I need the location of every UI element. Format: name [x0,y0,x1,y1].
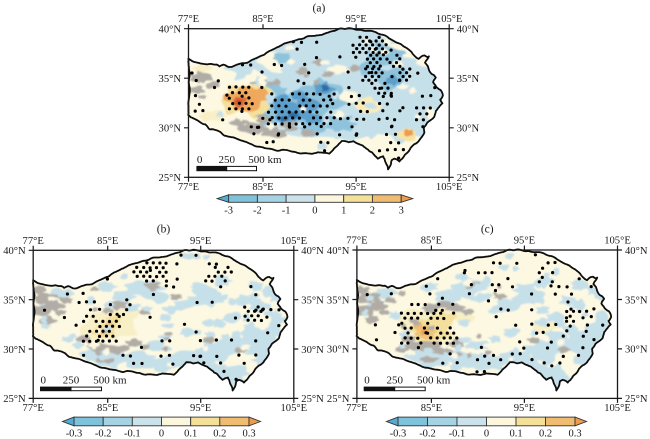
svg-text:77°E: 77°E [178,182,199,193]
svg-text:30°N: 30°N [327,345,350,356]
svg-text:0: 0 [312,206,317,217]
svg-text:30°N: 30°N [457,124,480,135]
svg-text:40°N: 40°N [301,246,324,257]
svg-text:85°E: 85°E [97,403,118,414]
svg-text:85°E: 85°E [97,236,118,247]
svg-text:85°E: 85°E [421,236,442,247]
svg-text:-0.1: -0.1 [124,429,141,439]
svg-text:(c): (c) [481,224,494,236]
svg-text:95°E: 95°E [345,14,366,25]
svg-text:2: 2 [370,206,375,217]
svg-text:105°E: 105°E [436,182,463,193]
svg-text:95°E: 95°E [190,236,211,247]
svg-text:105°E: 105°E [280,403,307,414]
svg-text:25°N: 25°N [625,394,648,405]
svg-text:0.1: 0.1 [509,429,522,439]
svg-text:40°N: 40°N [625,246,648,257]
svg-text:25°N: 25°N [159,173,182,184]
svg-text:35°N: 35°N [625,295,648,306]
svg-text:km: km [268,154,283,166]
svg-text:0: 0 [41,375,47,387]
svg-text:-0.3: -0.3 [390,429,407,439]
svg-text:0.2: 0.2 [539,429,552,439]
svg-text:0: 0 [197,154,203,166]
svg-text:0.3: 0.3 [568,429,581,439]
svg-text:105°E: 105°E [604,236,631,247]
svg-text:30°N: 30°N [3,345,26,356]
svg-text:95°E: 95°E [514,236,535,247]
svg-text:30°N: 30°N [159,124,182,135]
svg-text:-0.3: -0.3 [66,429,83,439]
svg-text:85°E: 85°E [252,14,273,25]
svg-text:500: 500 [417,375,434,387]
svg-text:(a): (a) [313,3,326,15]
svg-text:(b): (b) [157,224,171,236]
svg-text:25°N: 25°N [301,394,324,405]
svg-text:95°E: 95°E [345,182,366,193]
svg-text:35°N: 35°N [327,295,350,306]
svg-text:35°N: 35°N [3,296,26,307]
svg-text:85°E: 85°E [421,403,442,414]
svg-text:-0.1: -0.1 [449,429,466,439]
svg-text:77°E: 77°E [346,236,367,247]
svg-text:105°E: 105°E [436,14,463,25]
svg-text:40°N: 40°N [327,246,350,257]
svg-text:30°N: 30°N [625,345,648,356]
svg-text:40°N: 40°N [3,246,26,257]
svg-text:-3: -3 [224,206,233,217]
svg-text:25°N: 25°N [327,394,350,405]
svg-text:25°N: 25°N [3,394,26,405]
svg-text:40°N: 40°N [457,25,480,36]
svg-text:500: 500 [248,154,265,166]
svg-text:250: 250 [63,375,80,387]
svg-text:km: km [436,375,451,387]
svg-text:500: 500 [93,375,110,387]
svg-text:25°N: 25°N [457,173,480,184]
svg-text:km: km [113,375,128,387]
svg-text:30°N: 30°N [301,345,324,356]
svg-text:77°E: 77°E [23,236,44,247]
svg-text:95°E: 95°E [190,403,211,414]
svg-text:35°N: 35°N [301,296,324,307]
svg-text:-0.2: -0.2 [419,429,436,439]
svg-text:250: 250 [218,154,235,166]
svg-text:-1: -1 [282,206,291,217]
svg-text:250: 250 [386,375,403,387]
svg-text:95°E: 95°E [514,403,535,414]
svg-text:105°E: 105°E [280,236,307,247]
svg-text:1: 1 [341,206,346,217]
svg-text:0: 0 [159,429,164,439]
svg-text:-2: -2 [253,206,262,217]
svg-text:35°N: 35°N [457,74,480,85]
svg-text:40°N: 40°N [159,25,182,36]
svg-text:0.1: 0.1 [184,429,197,439]
svg-text:-0.2: -0.2 [95,429,112,439]
svg-text:3: 3 [399,206,404,217]
svg-text:77°E: 77°E [178,14,199,25]
svg-text:0: 0 [364,375,370,387]
svg-text:0.3: 0.3 [242,429,255,439]
svg-text:85°E: 85°E [252,182,273,193]
svg-text:77°E: 77°E [23,403,44,414]
svg-text:35°N: 35°N [159,74,182,85]
svg-text:77°E: 77°E [346,403,367,414]
svg-text:0: 0 [484,429,489,439]
svg-text:105°E: 105°E [604,403,631,414]
svg-text:0.2: 0.2 [213,429,226,439]
